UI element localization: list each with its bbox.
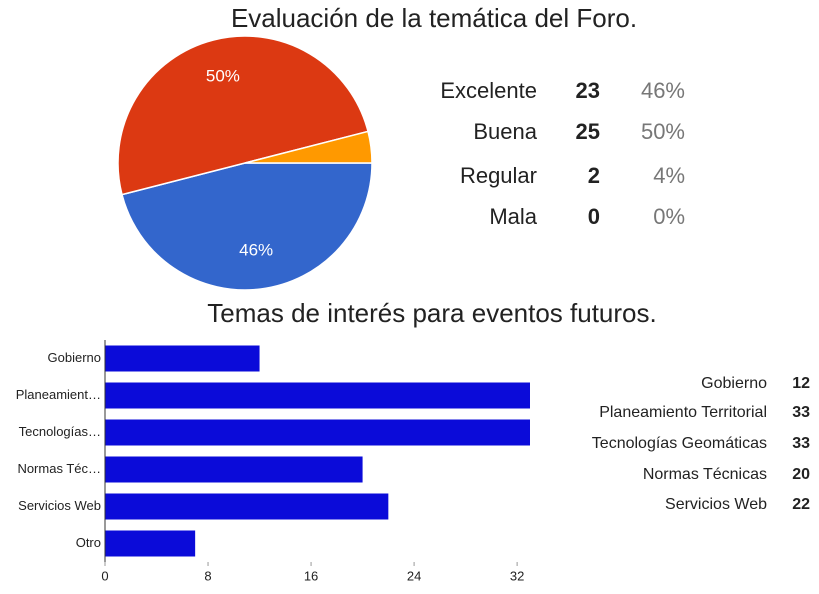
legend-count: 0 bbox=[588, 204, 600, 229]
y-tick-label: Servicios Web bbox=[18, 498, 101, 513]
legend-name: Planeamiento Territorial bbox=[599, 404, 767, 421]
legend-name: Regular bbox=[460, 163, 537, 188]
x-tick-label: 16 bbox=[304, 568, 318, 583]
legend-value: 33 bbox=[792, 435, 810, 452]
legend-count: 25 bbox=[576, 119, 600, 144]
y-tick-label: Gobierno bbox=[48, 350, 101, 365]
legend-name: Tecnologías Geomáticas bbox=[592, 435, 767, 452]
legend-percent: 50% bbox=[641, 119, 685, 144]
bar bbox=[105, 419, 530, 446]
legend-name: Buena bbox=[473, 119, 537, 144]
y-tick-label: Planeamient… bbox=[16, 387, 101, 402]
x-tick-label: 0 bbox=[101, 568, 108, 583]
y-tick-label: Tecnologías… bbox=[19, 424, 101, 439]
bar bbox=[105, 382, 530, 409]
y-tick-label: Otro bbox=[76, 535, 101, 550]
legend-name: Servicios Web bbox=[665, 496, 767, 513]
pie-title: Evaluación de la temática del Foro. bbox=[231, 3, 637, 33]
legend-name: Gobierno bbox=[701, 375, 767, 392]
legend-value: 22 bbox=[792, 496, 810, 513]
pie-slice bbox=[117, 35, 369, 196]
slice-label: 50% bbox=[206, 66, 240, 85]
bar bbox=[105, 345, 260, 372]
x-tick-label: 8 bbox=[204, 568, 211, 583]
bar bbox=[105, 456, 363, 483]
legend-name: Excelente bbox=[440, 78, 537, 103]
legend-value: 33 bbox=[792, 404, 810, 421]
bar-title: Temas de interés para eventos futuros. bbox=[207, 298, 656, 328]
legend-count: 23 bbox=[576, 78, 600, 103]
y-tick-label: Normas Téc… bbox=[17, 461, 101, 476]
bar bbox=[105, 530, 196, 557]
legend-percent: 46% bbox=[641, 78, 685, 103]
legend-value: 12 bbox=[792, 375, 810, 392]
legend-name: Mala bbox=[489, 204, 537, 229]
legend-percent: 0% bbox=[653, 204, 685, 229]
x-tick-label: 32 bbox=[510, 568, 524, 583]
legend-name: Normas Técnicas bbox=[643, 466, 767, 483]
pie-slice bbox=[244, 130, 373, 164]
bar bbox=[105, 493, 389, 520]
legend-percent: 4% bbox=[653, 163, 685, 188]
pie-slice bbox=[121, 162, 373, 291]
slice-label: 46% bbox=[239, 241, 273, 260]
legend-count: 2 bbox=[588, 163, 600, 188]
x-tick-label: 24 bbox=[407, 568, 421, 583]
legend-value: 20 bbox=[792, 466, 810, 483]
